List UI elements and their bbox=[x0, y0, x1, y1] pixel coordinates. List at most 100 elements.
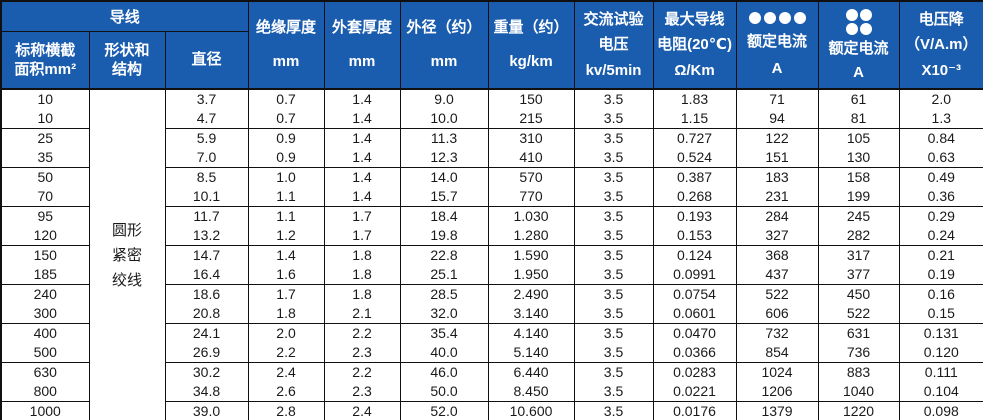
table-row: 185 16.4 1.6 1.8 25.1 1.950 3.5 0.0991 437 377 0.1… bbox=[0, 265, 983, 285]
cell: 1.8 bbox=[247, 304, 325, 324]
cell: 3.5 bbox=[573, 187, 654, 207]
cell: 3.5 bbox=[573, 284, 654, 304]
table-row: 400 24.1 2.0 2.2 35.4 4.140 3.5 0.0470 732 631 0.1… bbox=[0, 323, 983, 343]
cell: 3.5 bbox=[573, 362, 654, 382]
table-row: 95 11.7 1.1 1.7 18.4 1.030 3.5 0.193 284 245 0.29 bbox=[0, 206, 983, 226]
cell: 2.0 bbox=[247, 323, 325, 343]
cell: 10 bbox=[0, 89, 90, 109]
cell: 24.1 bbox=[164, 323, 249, 343]
cell: 122 bbox=[735, 128, 819, 148]
cell: 327 bbox=[735, 226, 819, 246]
header-diameter: 直径 bbox=[164, 31, 249, 90]
cell: 0.24 bbox=[898, 226, 983, 246]
cell: 1040 bbox=[817, 382, 900, 402]
cell: 1.8 bbox=[323, 265, 401, 285]
cell: 732 bbox=[735, 323, 819, 343]
header-voltage-drop: 电压降 （V/A.m） X10⁻³ bbox=[898, 1, 983, 90]
table-row: 800 34.8 2.6 2.3 50.0 8.450 3.5 0.0221 1206 1040 0… bbox=[0, 382, 983, 402]
cell: 26.9 bbox=[164, 343, 249, 363]
cell: 310 bbox=[487, 128, 575, 148]
cell: 522 bbox=[817, 304, 900, 324]
cell: 32.0 bbox=[399, 304, 489, 324]
cell: 1.1 bbox=[247, 206, 325, 226]
cell: 1.4 bbox=[323, 89, 401, 109]
cell: 631 bbox=[817, 323, 900, 343]
header-unit: mm bbox=[272, 53, 300, 70]
cell: 0.0283 bbox=[652, 362, 737, 382]
cell: 28.5 bbox=[399, 284, 489, 304]
cell: 3.5 bbox=[573, 265, 654, 285]
table-row: 150 14.7 1.4 1.8 22.8 1.590 3.5 0.124 368 317 0.21 bbox=[0, 245, 983, 265]
table-row: 630 30.2 2.4 2.2 46.0 6.440 3.5 0.0283 1024 883 0.… bbox=[0, 362, 983, 382]
cell: 40.0 bbox=[399, 343, 489, 363]
cell: 3.5 bbox=[573, 323, 654, 343]
cell: 5.9 bbox=[164, 128, 249, 148]
cell: 20.8 bbox=[164, 304, 249, 324]
cell: 1.590 bbox=[487, 245, 575, 265]
cell: 34.8 bbox=[164, 382, 249, 402]
cell: 0.84 bbox=[898, 128, 983, 148]
header-weight: 重量（约） kg/km bbox=[487, 1, 575, 90]
cell: 0.124 bbox=[652, 245, 737, 265]
cell: 150 bbox=[0, 245, 90, 265]
header-title: 形状和 bbox=[104, 41, 150, 59]
cell: 1.8 bbox=[323, 284, 401, 304]
cell: 2.3 bbox=[323, 343, 401, 363]
table-row: 120 13.2 1.2 1.7 19.8 1.280 3.5 0.153 327 282 0.24 bbox=[0, 226, 983, 246]
header-title: 重量（约） bbox=[493, 19, 569, 36]
header-title: 额定电流 bbox=[828, 40, 889, 57]
table-header: 导线 绝缘厚度 mm 外套厚度 mm 外径（约） mm bbox=[0, 1, 983, 90]
cell: 245 bbox=[817, 206, 900, 226]
cell: 3.5 bbox=[573, 382, 654, 402]
header-title: 电压 bbox=[598, 36, 629, 53]
cell: 52.0 bbox=[399, 401, 489, 420]
cell: 1.950 bbox=[487, 265, 575, 285]
cell: 18.6 bbox=[164, 284, 249, 304]
cell: 2.490 bbox=[487, 284, 575, 304]
header-row-1: 导线 绝缘厚度 mm 外套厚度 mm 外径（约） mm bbox=[0, 1, 983, 90]
cell: 61 bbox=[817, 89, 900, 109]
cell: 0.120 bbox=[898, 343, 983, 363]
cell: 25.1 bbox=[399, 265, 489, 285]
table-row: 300 20.8 1.8 2.1 32.0 3.140 3.5 0.0601 606 522 0.1… bbox=[0, 304, 983, 324]
cell: 1000 bbox=[0, 401, 90, 420]
cell: 10.1 bbox=[164, 187, 249, 207]
header-title: 面积mm² bbox=[14, 60, 77, 78]
cell: 0.104 bbox=[898, 382, 983, 402]
cell: 284 bbox=[735, 206, 819, 226]
header-conductor-group: 导线 bbox=[0, 1, 249, 32]
cell: 151 bbox=[735, 148, 819, 168]
cell: 0.36 bbox=[898, 187, 983, 207]
table-row: 500 26.9 2.2 2.3 40.0 5.140 3.5 0.0366 854 736 0.1… bbox=[0, 343, 983, 363]
cell: 2.2 bbox=[323, 323, 401, 343]
cell: 300 bbox=[0, 304, 90, 324]
cell: 0.0991 bbox=[652, 265, 737, 285]
cell: 522 bbox=[735, 284, 819, 304]
cell: 410 bbox=[487, 148, 575, 168]
table-row: 70 10.1 1.1 1.4 15.7 770 3.5 0.268 231 199 0.36 bbox=[0, 187, 983, 207]
table-row: 25 5.9 0.9 1.4 11.3 310 3.5 0.727 122 105 0.84 bbox=[0, 128, 983, 148]
cell: 3.5 bbox=[573, 109, 654, 129]
header-insulation-thickness: 绝缘厚度 mm bbox=[247, 1, 325, 90]
cell: 500 bbox=[0, 343, 90, 363]
cell: 3.140 bbox=[487, 304, 575, 324]
cell: 1206 bbox=[735, 382, 819, 402]
cell: 2.1 bbox=[323, 304, 401, 324]
cell: 770 bbox=[487, 187, 575, 207]
cell: 3.5 bbox=[573, 401, 654, 420]
cell: 1.4 bbox=[247, 245, 325, 265]
cell: 95 bbox=[0, 206, 90, 226]
cell: 0.0470 bbox=[652, 323, 737, 343]
cell: 317 bbox=[817, 245, 900, 265]
cell: 1.1 bbox=[247, 187, 325, 207]
table-row: 10 圆形 紧密 绞线 3.7 0.7 1.4 9.0 150 3.5 1.83 71 61 2.0 bbox=[0, 89, 983, 420]
cell: 240 bbox=[0, 284, 90, 304]
cell: 437 bbox=[735, 265, 819, 285]
header-rated-current-flat: 额定电流 A bbox=[735, 1, 819, 90]
table-row: 240 18.6 1.7 1.8 28.5 2.490 3.5 0.0754 522 450 0.1… bbox=[0, 284, 983, 304]
cell: 9.0 bbox=[399, 89, 489, 109]
cell: 1.3 bbox=[898, 109, 983, 129]
conductor-shape-line: 绞线 bbox=[111, 272, 142, 289]
